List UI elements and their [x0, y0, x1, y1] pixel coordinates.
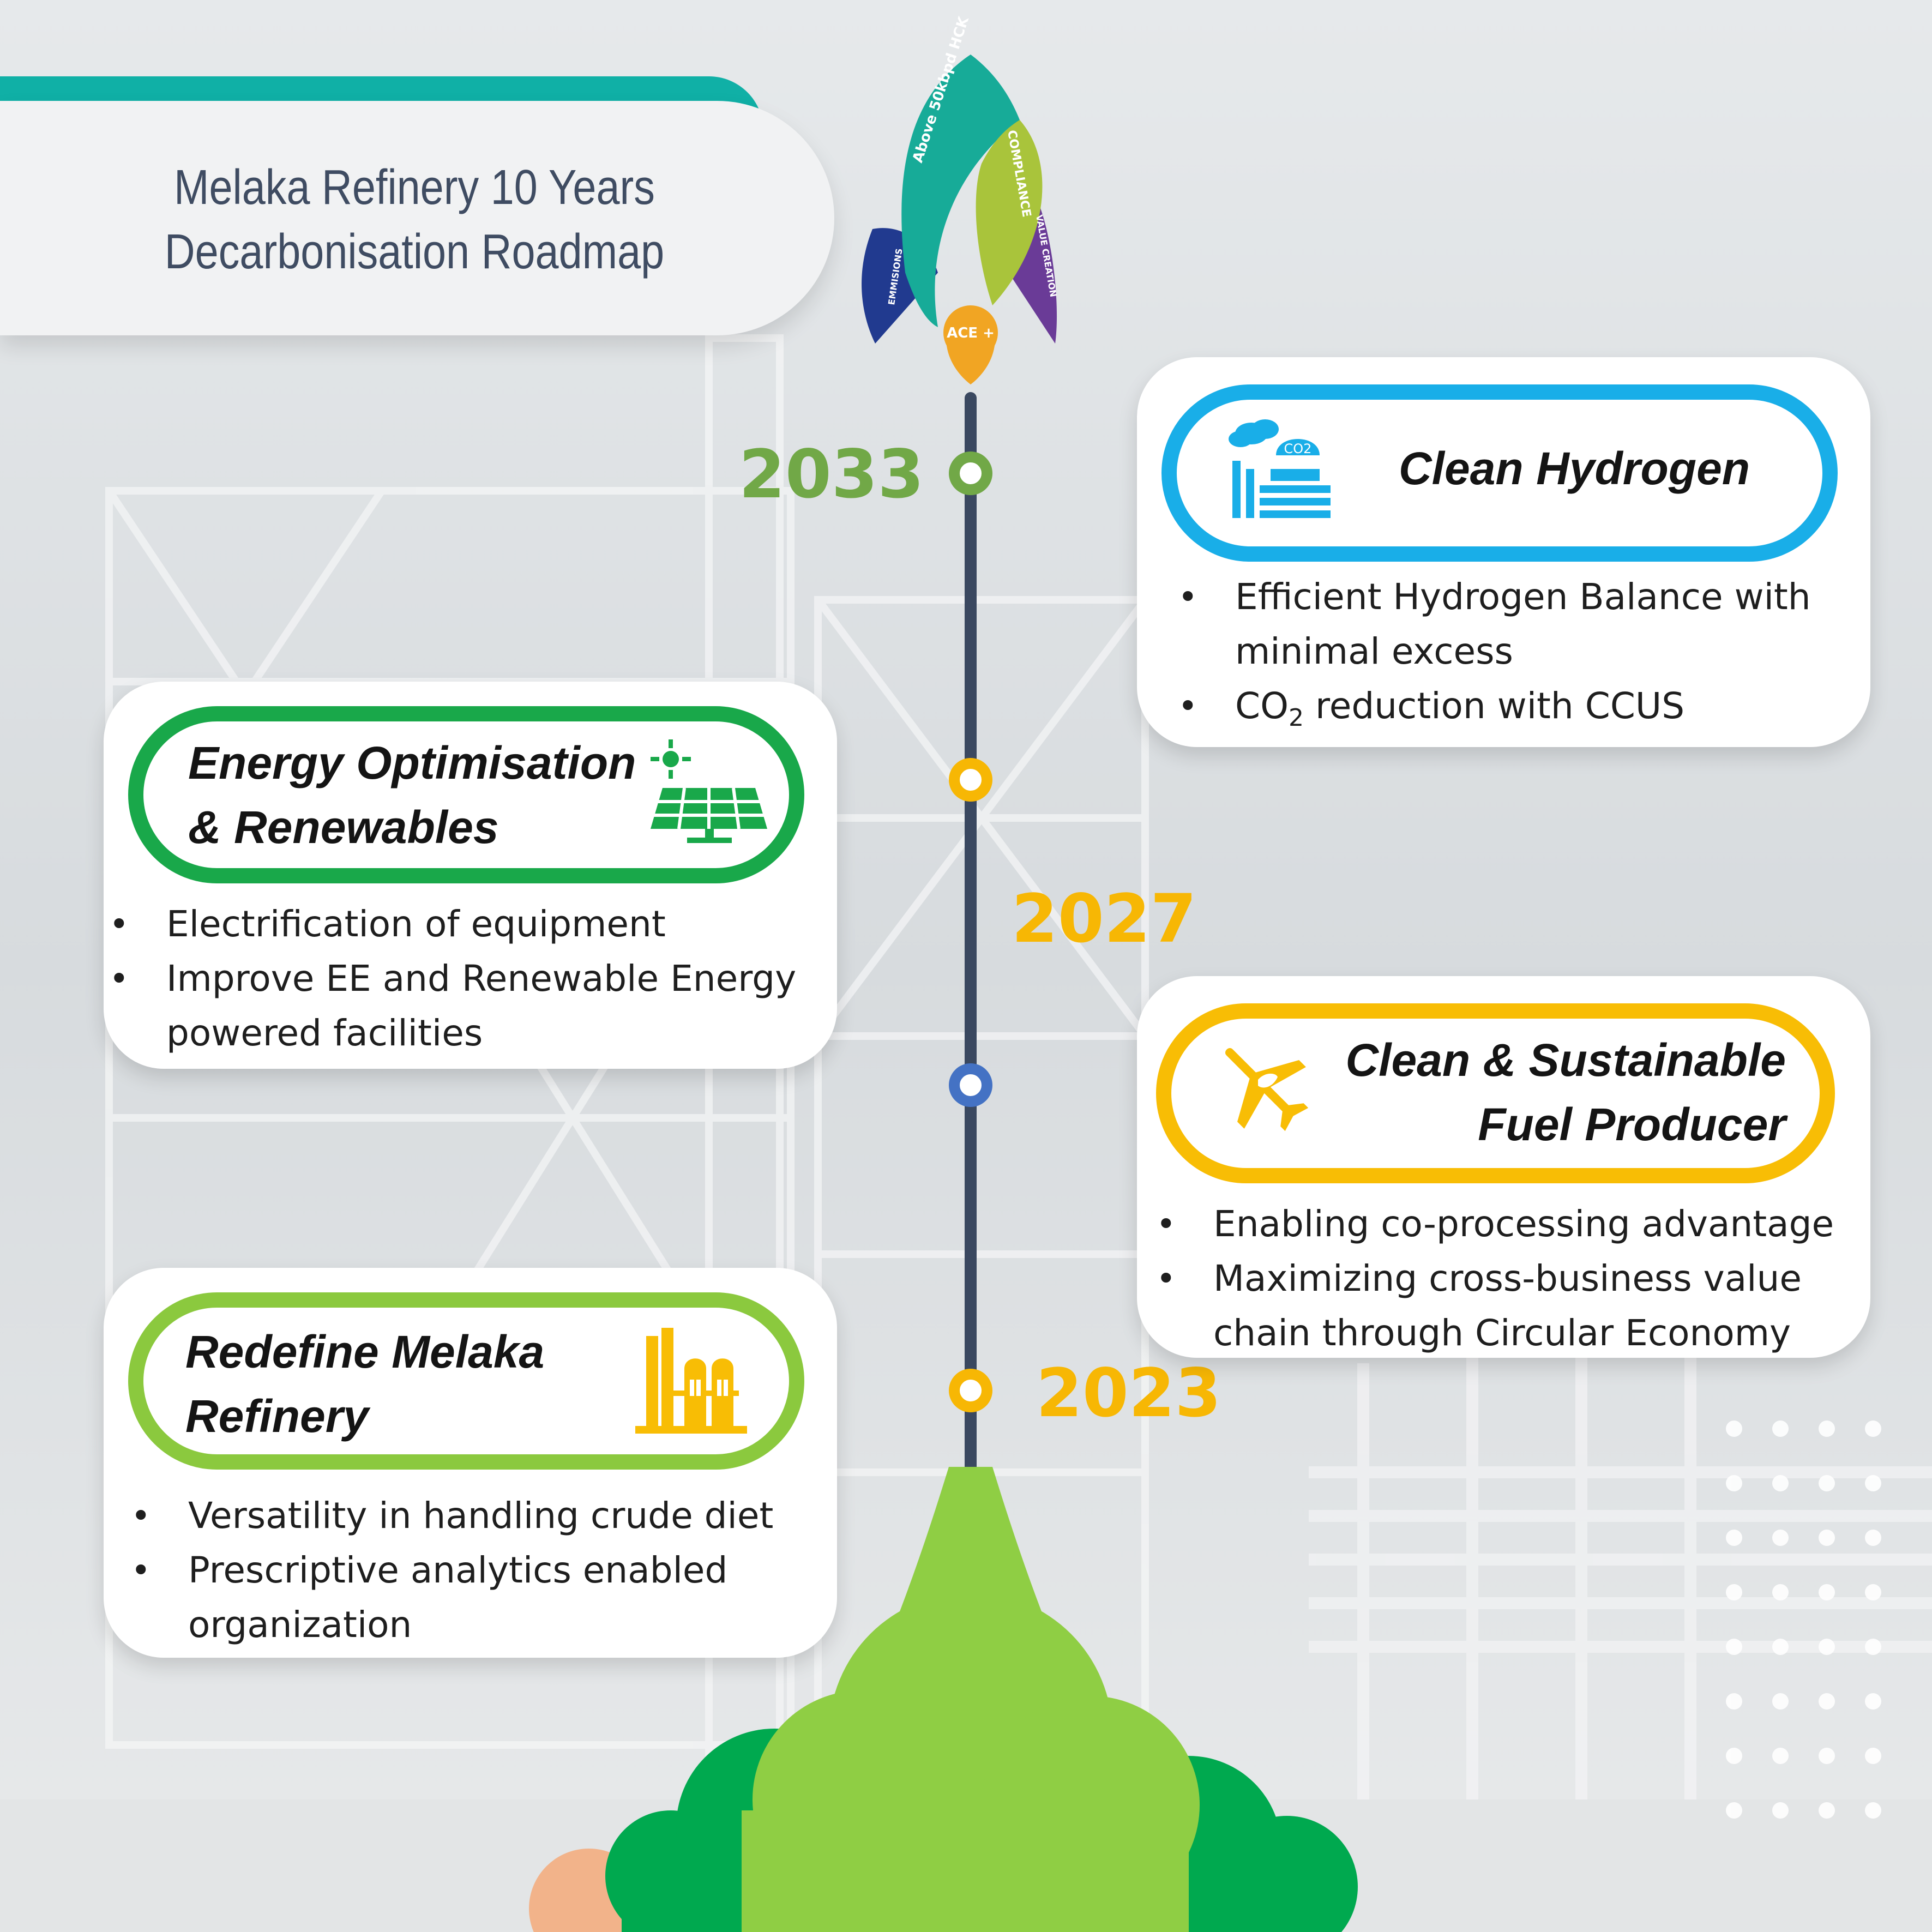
rocket-label-hck: Above 50kbpd HCK — [910, 14, 972, 165]
rocket-label-compliance: COMPLIANCE — [1004, 129, 1033, 219]
title-line-1: Melaka Refinery 10 Years — [173, 160, 655, 215]
redefine-title: Redefine Melaka Refinery — [185, 1320, 544, 1448]
year-2033: 2033 — [739, 436, 924, 513]
airplane-leaf-icon — [1225, 1048, 1309, 1131]
timeline-node-blue — [949, 1063, 992, 1107]
fuel-bullet-1: Enabling co-processing advantage — [1153, 1197, 1834, 1251]
year-2027: 2027 — [1012, 880, 1197, 958]
redefine-title-line-1: Redefine Melaka — [185, 1326, 545, 1377]
redefine-bullets: Versatility in handling crude diet Presc… — [128, 1489, 773, 1652]
page-title: Melaka Refinery 10 Years Decarbonisation… — [110, 155, 719, 284]
co2-icon-text: CO2 — [1284, 441, 1312, 456]
clean-hydrogen-title: Clean Hydrogen — [1399, 443, 1750, 494]
fuel-bullets: Enabling co-processing advantage Maximiz… — [1153, 1197, 1834, 1361]
energy-title: Energy Optimisation & Renewables — [188, 731, 636, 859]
rocket-label-value-creation: VALUE CREATION — [1034, 214, 1058, 298]
energy-bullet-1: Electrification of equipment — [106, 897, 796, 952]
pill-redefine-refinery — [128, 1292, 804, 1470]
smoke-cloud — [529, 1592, 1358, 1932]
energy-title-line-1: Energy Optimisation — [188, 737, 636, 789]
timeline-node-2023 — [949, 1369, 992, 1412]
energy-bullet-2: Improve EE and Renewable Energy powered … — [106, 952, 796, 1061]
clean-hydrogen-bullet-1: Efficient Hydrogen Balance with minimal … — [1175, 570, 1811, 679]
rocket-badge: ACE + — [947, 325, 995, 341]
fuel-title-line-1: Clean & Sustainable — [1345, 1034, 1786, 1086]
energy-title-line-2: & Renewables — [188, 802, 499, 853]
rocket-fin-value-creation — [998, 191, 1057, 344]
rocket — [862, 55, 1057, 384]
year-2023: 2023 — [1036, 1355, 1221, 1432]
fuel-bullet-2: Maximizing cross-business value chain th… — [1153, 1251, 1834, 1361]
solar-panel-icon — [651, 739, 767, 843]
title-line-2: Decarbonisation Roadmap — [164, 225, 665, 279]
rocket-body-compliance — [976, 120, 1043, 305]
redefine-bullet-1: Versatility in handling crude diet — [128, 1489, 773, 1543]
redefine-bullet-2: Prescriptive analytics enabled organizat… — [128, 1543, 773, 1652]
title-panel — [0, 101, 834, 335]
clean-hydrogen-bullets: Efficient Hydrogen Balance with minimal … — [1175, 570, 1811, 745]
fuel-title-line-2: Fuel Producer — [1478, 1099, 1786, 1150]
redefine-title-line-2: Refinery — [185, 1391, 369, 1442]
refinery-plant-icon — [635, 1328, 747, 1434]
clean-hydrogen-bullet-2: CO2 reduction with CCUS — [1175, 679, 1811, 745]
factory-co2-icon: CO2 — [1229, 419, 1331, 518]
rocket-label-emmisions: EMMISIONS — [886, 248, 904, 305]
fuel-title: Clean & Sustainable Fuel Producer — [1331, 1028, 1786, 1157]
timeline-node-yellow-upper — [949, 758, 992, 802]
energy-bullets: Electrification of equipment Improve EE … — [106, 897, 796, 1061]
timeline-node-2033 — [949, 452, 992, 495]
rocket-body-hck — [901, 55, 1020, 327]
